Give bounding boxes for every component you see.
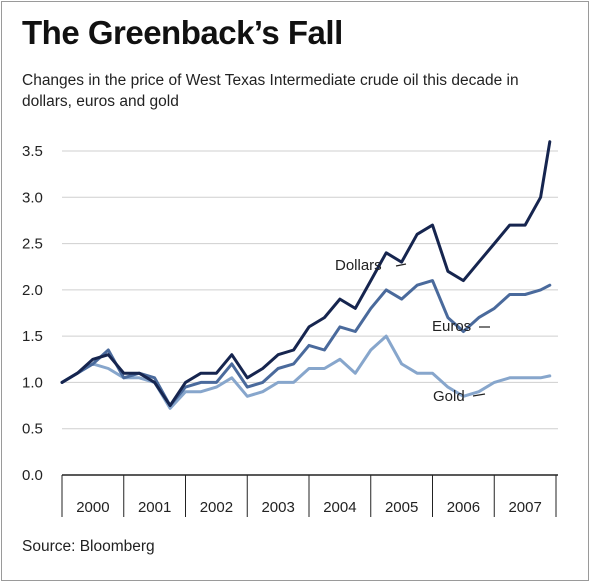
annotation-euros: Euros	[432, 318, 471, 335]
y-tick-label: 2.0	[22, 282, 43, 299]
y-tick-label: 3.5	[22, 143, 43, 160]
chart-subtitle: Changes in the price of West Texas Inter…	[22, 72, 519, 110]
x-tick-label: 2004	[323, 499, 356, 516]
annotation-dollars: Dollars	[335, 257, 382, 274]
y-tick-label: 1.0	[22, 374, 43, 391]
chart-title: The Greenback’s Fall	[22, 14, 343, 51]
y-tick-label: 1.5	[22, 328, 43, 345]
y-tick-label: 3.0	[22, 189, 43, 206]
x-tick-label: 2001	[138, 499, 171, 516]
series-line-euros	[60, 279, 552, 408]
x-tick-label: 2006	[447, 499, 480, 516]
y-tick-label: 0.5	[22, 421, 43, 438]
x-tick-label: 2000	[76, 499, 109, 516]
annotation-gold: Gold	[433, 388, 465, 405]
x-tick-label: 2002	[200, 499, 233, 516]
series-line-dollars	[60, 140, 552, 408]
annotation-leader	[472, 393, 486, 397]
y-tick-label: 2.5	[22, 236, 43, 253]
x-tick-label: 2003	[261, 499, 294, 516]
series-line-gold	[60, 334, 552, 410]
x-tick-label: 2007	[508, 499, 541, 516]
source-note: Source: Bloomberg	[22, 538, 155, 555]
annotation-leader	[395, 263, 407, 267]
x-tick-label: 2005	[385, 499, 418, 516]
y-tick-label: 0.0	[22, 467, 43, 484]
